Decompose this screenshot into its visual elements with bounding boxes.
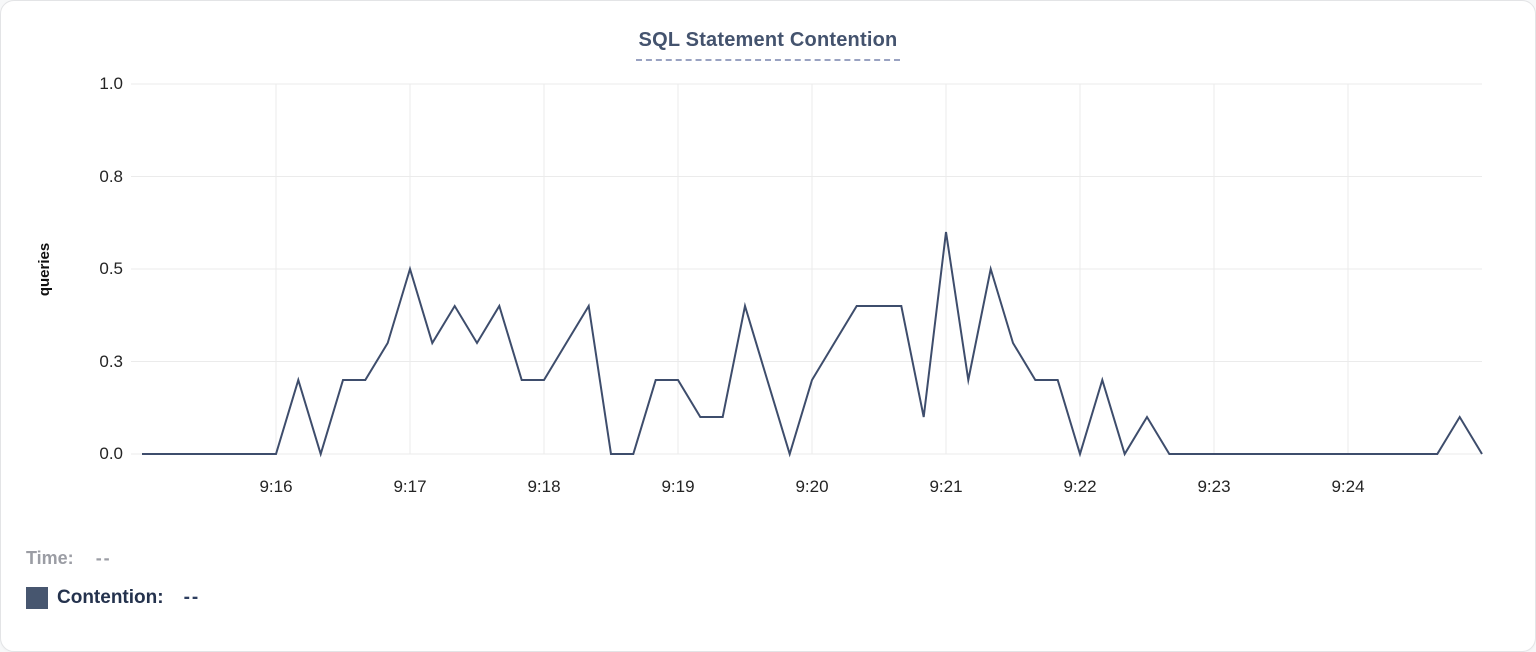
y-axis-tick-labels: 1.0 0.8 0.5 0.3 0.0 xyxy=(1,75,123,463)
y-tick-label: 1.0 xyxy=(99,74,123,93)
x-tick-label: 9:23 xyxy=(1197,477,1231,496)
x-tick-label: 9:22 xyxy=(1063,477,1097,496)
legend-contention-label: Contention: xyxy=(57,587,164,608)
x-tick-label: 9:17 xyxy=(393,477,427,496)
x-tick-label: 9:16 xyxy=(259,477,293,496)
chart-title[interactable]: SQL Statement Contention xyxy=(635,29,901,61)
x-tick-label: 9:24 xyxy=(1331,477,1365,496)
legend-time-value: -- xyxy=(95,548,112,568)
y-tick-label: 0.0 xyxy=(99,444,123,463)
plot-area[interactable] xyxy=(131,83,1483,458)
chart-header: SQL Statement Contention xyxy=(1,29,1535,61)
legend-time-row: Time: -- xyxy=(26,548,200,569)
x-axis-tick-labels: 9:16 9:17 9:18 9:19 9:20 9:21 9:22 9:23 9:24 xyxy=(131,477,1482,499)
contention-color-swatch-icon xyxy=(26,587,48,609)
x-tick-label: 9:21 xyxy=(929,477,963,496)
x-tick-label: 9:20 xyxy=(795,477,829,496)
series-contention-line[interactable] xyxy=(142,231,1483,458)
x-tick-label: 9:18 xyxy=(527,477,561,496)
y-tick-label: 0.3 xyxy=(99,351,123,371)
x-tick-label: 9:19 xyxy=(661,477,695,496)
y-tick-label: 0.5 xyxy=(99,259,123,278)
chart-svg[interactable] xyxy=(131,83,1483,458)
legend-time-label: Time: xyxy=(26,548,74,568)
legend-contention-value: -- xyxy=(183,587,201,608)
legend-contention-row: Contention: -- xyxy=(26,587,200,609)
chart-legend: Time: -- Contention: -- xyxy=(26,548,200,609)
y-tick-label: 0.8 xyxy=(99,166,123,186)
